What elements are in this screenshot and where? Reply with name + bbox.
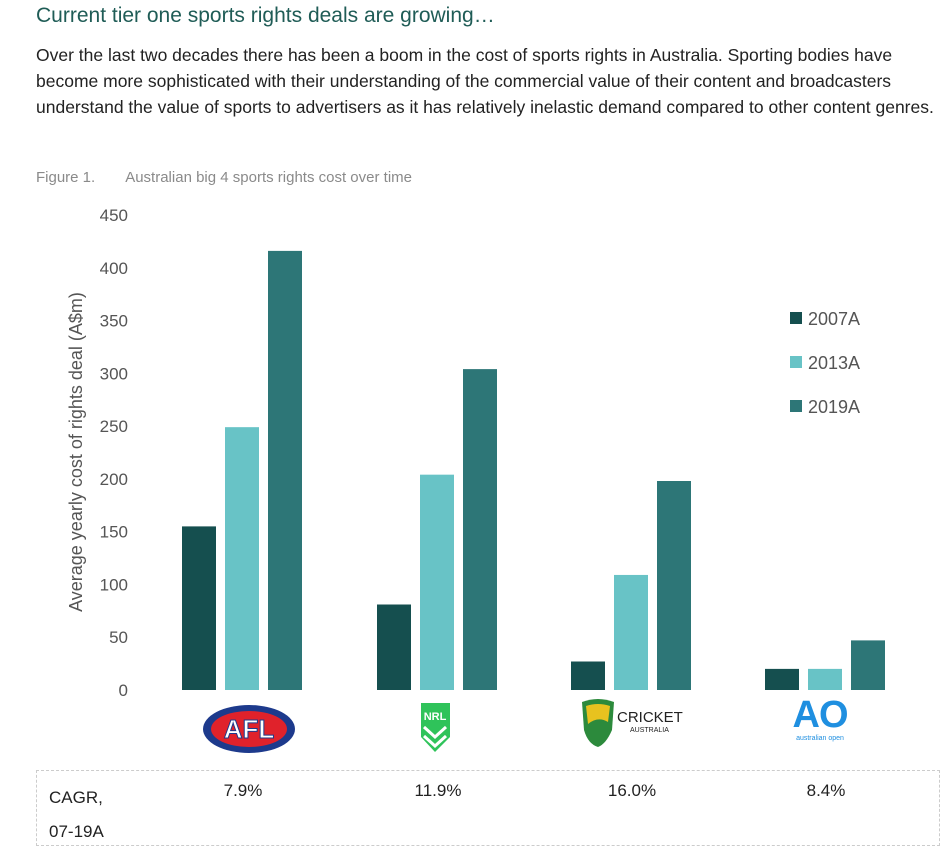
y-tick-label: 150 (100, 523, 128, 542)
nrl-chevron-icon (422, 725, 448, 749)
page-title: Current tier one sports rights deals are… (36, 4, 495, 27)
cricket-logo-highlight (586, 704, 610, 724)
figure-number: Figure 1. (36, 169, 96, 186)
y-tick-label: 100 (100, 575, 128, 594)
cagr-value-nrl: 11.9% (414, 781, 462, 800)
bar-cricket-australia-2013A (614, 574, 648, 690)
figure-title: Australian big 4 sports rights cost over… (125, 169, 412, 186)
cagr-label-line2: 07-19A (49, 822, 104, 841)
cagr-value-ao: 8.4% (806, 781, 846, 800)
cagr-label: CAGR, 07-19A (49, 781, 104, 849)
y-tick-label: 50 (109, 628, 128, 647)
legend-label-2007A: 2007A (808, 309, 860, 329)
y-tick-label: 350 (100, 312, 128, 331)
y-tick-label: 400 (100, 259, 128, 278)
bar-nrl-2013A (420, 474, 454, 690)
cagr-table: CAGR, 07-19A 7.9% 11.9% 16.0% 8.4% (36, 770, 940, 846)
bar-nrl-2019A (463, 369, 497, 690)
bar-cricket-australia-2019A (657, 481, 691, 690)
y-tick-label: 300 (100, 364, 128, 383)
legend-swatch-2013A (790, 356, 802, 368)
ao-logo: AO australian open (792, 694, 848, 742)
cagr-label-line1: CAGR, (49, 788, 103, 807)
bar-nrl-2007A (377, 604, 411, 690)
bar-cricket-australia-2007A (571, 661, 605, 690)
bar-afl-2013A (225, 427, 259, 690)
legend-swatch-2007A (790, 312, 802, 324)
bar-chart: 0 50 100 150 200 250 300 350 400 450 Average yearl… (66, 206, 885, 753)
legend-swatch-2019A (790, 400, 802, 412)
legend-label-2019A: 2019A (808, 397, 860, 417)
cagr-value-afl: 7.9% (223, 781, 263, 800)
bar-australian-open-2019A (851, 640, 885, 690)
bar-australian-open-2007A (765, 668, 799, 690)
cricket-logo-subtext: AUSTRALIA (630, 727, 669, 734)
y-tick-label: 450 (100, 206, 128, 225)
intro-paragraph: Over the last two decades there has been… (36, 45, 934, 117)
cagr-value-cricket: 16.0% (607, 781, 657, 800)
bar-afl-2019A (268, 250, 302, 690)
y-tick-label: 200 (100, 470, 128, 489)
afl-logo-inner (211, 711, 287, 747)
bar-australian-open-2013A (808, 668, 842, 690)
y-tick-label: 0 (119, 681, 128, 700)
legend-label-2013A: 2013A (808, 353, 860, 373)
cricket-logo-text: CRICKET (617, 709, 683, 726)
nrl-logo-text: NRL (424, 711, 447, 723)
y-tick-label: 250 (100, 417, 128, 436)
figure-caption: Figure 1. Australian big 4 sports rights … (36, 169, 442, 186)
bar-afl-2007A (182, 526, 216, 690)
afl-logo-text: AFL (224, 714, 275, 744)
y-axis-label: Average yearly cost of rights deal (A$m) (66, 292, 86, 612)
